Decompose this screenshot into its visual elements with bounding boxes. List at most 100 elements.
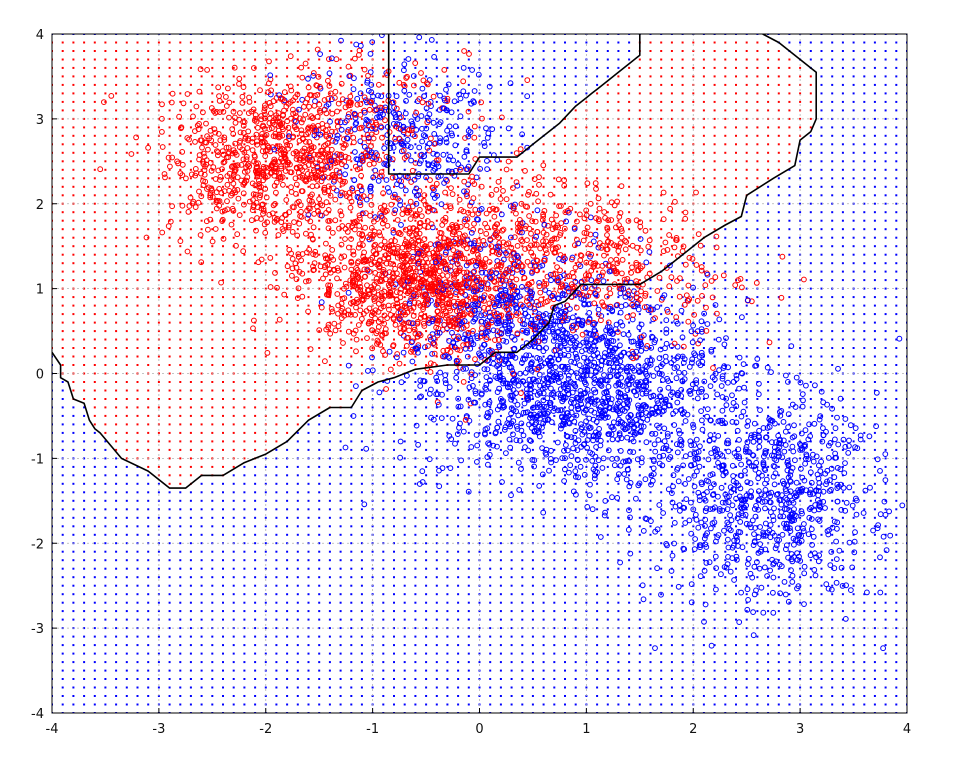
region-dot <box>467 330 470 333</box>
region-dot <box>157 270 160 273</box>
region-dot <box>553 550 556 553</box>
region-dot <box>425 465 428 468</box>
region-dot <box>189 635 192 638</box>
region-dot <box>425 593 428 596</box>
region-dot <box>574 482 577 485</box>
region-dot <box>179 58 182 61</box>
region-dot <box>681 686 684 689</box>
region-dot <box>189 50 192 52</box>
region-dot <box>360 304 363 307</box>
region-dot <box>115 92 118 95</box>
region-dot <box>564 652 566 655</box>
region-dot <box>596 58 599 61</box>
region-dot <box>617 516 620 519</box>
region-dot <box>574 228 577 231</box>
region-dot <box>125 92 128 95</box>
region-dot <box>371 245 374 248</box>
region-dot <box>382 185 385 188</box>
region-dot <box>606 245 609 248</box>
region-dot <box>147 109 150 112</box>
region-dot <box>403 134 406 137</box>
region-dot <box>189 533 192 536</box>
region-dot <box>275 330 278 333</box>
region-dot <box>596 253 599 256</box>
region-dot <box>179 100 182 103</box>
region-dot <box>371 347 374 349</box>
region-dot <box>489 253 492 256</box>
region-dot <box>168 635 171 638</box>
region-dot <box>660 448 663 451</box>
region-dot <box>254 542 257 545</box>
region-dot <box>286 58 289 61</box>
region-dot <box>275 58 278 61</box>
region-dot <box>446 491 449 494</box>
region-dot <box>232 661 235 664</box>
region-dot <box>478 177 481 180</box>
region-dot <box>660 703 663 706</box>
region-dot <box>93 279 96 282</box>
region-dot <box>681 194 684 197</box>
region-dot <box>638 160 641 163</box>
region-dot <box>179 550 182 553</box>
region-dot <box>382 177 385 180</box>
region-dot <box>179 194 182 197</box>
region-dot <box>574 635 577 638</box>
region-dot <box>254 601 257 604</box>
region-dot <box>531 160 534 163</box>
region-dot <box>393 499 395 502</box>
region-dot <box>403 448 406 451</box>
region-dot <box>93 644 96 647</box>
region-dot <box>179 669 182 672</box>
region-dot <box>72 610 75 613</box>
region-dot <box>222 516 224 519</box>
region-dot <box>542 652 545 655</box>
region-dot <box>61 414 64 417</box>
region-dot <box>660 228 663 231</box>
region-dot <box>435 83 438 86</box>
region-dot <box>243 364 246 366</box>
region-dot <box>93 431 96 434</box>
region-dot <box>542 253 545 256</box>
region-dot <box>649 287 652 290</box>
region-dot <box>115 313 118 316</box>
region-dot <box>72 465 75 468</box>
region-dot <box>564 330 566 333</box>
region-dot <box>478 41 481 44</box>
region-dot <box>211 355 214 358</box>
region-dot <box>350 287 353 290</box>
region-dot <box>328 601 331 604</box>
region-dot <box>104 644 107 647</box>
region-dot <box>93 92 96 95</box>
region-dot <box>596 245 599 248</box>
region-dot <box>125 75 128 78</box>
region-dot <box>211 533 214 536</box>
region-dot <box>393 567 395 570</box>
region-dot <box>510 584 513 587</box>
region-dot <box>179 398 182 400</box>
region-dot <box>542 635 545 638</box>
region-dot <box>72 41 75 44</box>
region-dot <box>168 567 171 570</box>
region-dot <box>553 635 556 638</box>
region-dot <box>115 389 118 392</box>
region-dot <box>93 100 96 103</box>
region-dot <box>564 168 566 171</box>
region-dot <box>638 313 641 316</box>
region-dot <box>136 228 139 231</box>
region-dot <box>553 686 556 689</box>
region-dot <box>179 211 182 214</box>
region-dot <box>189 440 192 443</box>
region-dot <box>670 584 673 587</box>
region-dot <box>670 109 673 112</box>
region-dot <box>243 414 246 417</box>
region-dot <box>125 474 128 477</box>
region-dot <box>360 533 363 536</box>
region-dot <box>318 678 321 680</box>
region-dot <box>467 381 470 383</box>
region-dot <box>403 516 406 519</box>
region-dot <box>339 389 342 392</box>
region-dot <box>254 245 257 248</box>
region-dot <box>478 525 481 528</box>
region-dot <box>649 100 652 103</box>
region-dot <box>328 347 331 349</box>
